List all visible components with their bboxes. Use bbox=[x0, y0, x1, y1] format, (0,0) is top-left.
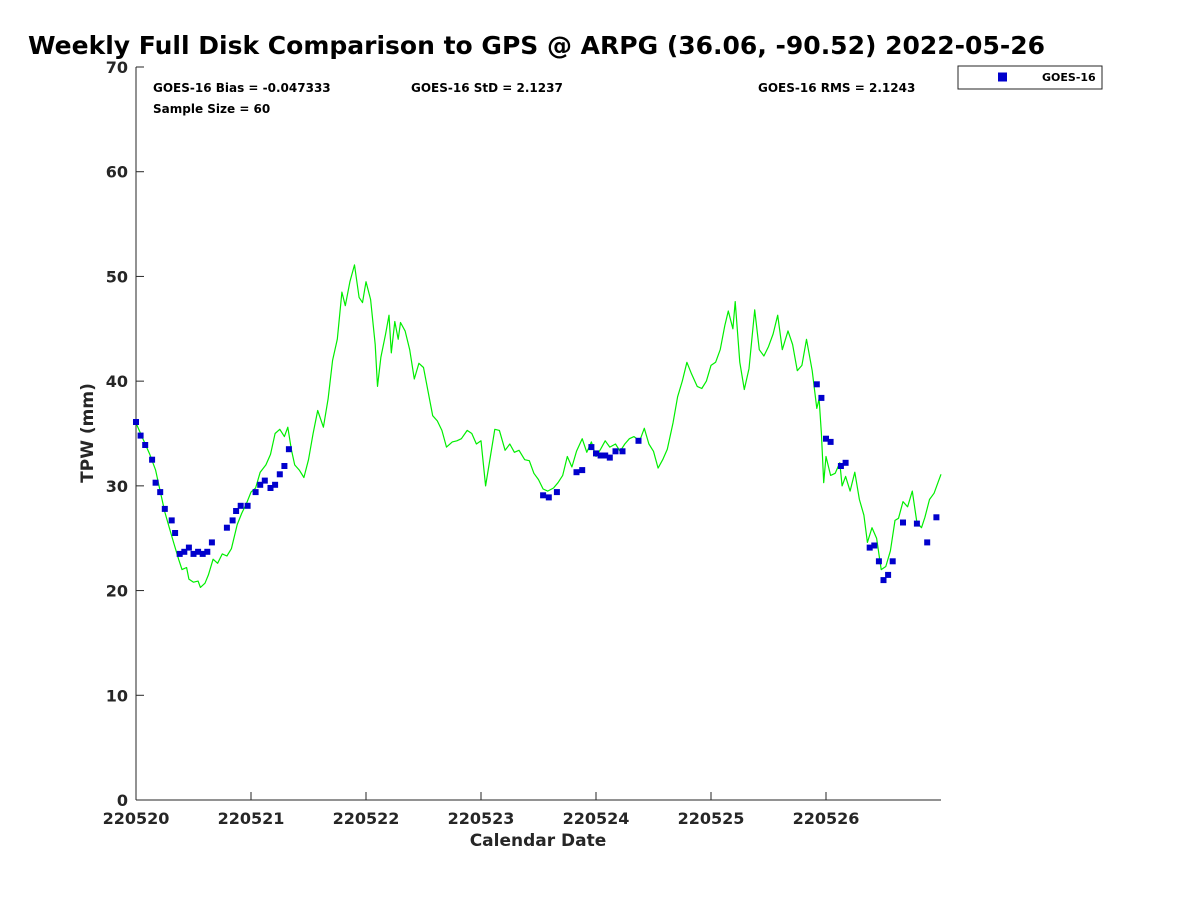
goes-16-point bbox=[579, 467, 586, 474]
goes-16-point bbox=[152, 479, 159, 486]
goes-16-point bbox=[612, 448, 619, 455]
goes-16-point bbox=[172, 530, 179, 536]
goes-16-point bbox=[252, 489, 259, 496]
goes-16-point bbox=[244, 502, 251, 509]
std-stat: GOES-16 StD = 2.1237 bbox=[411, 81, 563, 95]
y-tick-label: 60 bbox=[106, 163, 128, 182]
goes-16-point bbox=[233, 508, 240, 514]
goes-16-point bbox=[190, 550, 197, 557]
goes-16-point bbox=[272, 481, 279, 488]
goes-16-point bbox=[827, 438, 834, 445]
bias-stat: GOES-16 Bias = -0.047333 bbox=[153, 81, 331, 95]
goes-16-point bbox=[871, 542, 878, 549]
goes-16-point bbox=[813, 381, 820, 388]
goes-16-point bbox=[553, 489, 560, 496]
legend: GOES-16 bbox=[957, 65, 1103, 90]
goes-16-series bbox=[133, 381, 940, 584]
goes-16-point bbox=[185, 544, 192, 551]
goes-16-point bbox=[635, 437, 642, 444]
goes-16-point bbox=[133, 419, 139, 425]
goes-16-point bbox=[149, 456, 156, 463]
y-tick-label: 0 bbox=[117, 791, 128, 810]
goes-16-point bbox=[267, 485, 274, 491]
y-axis-ticks: 0 10 20 30 40 50 60 70 bbox=[106, 58, 144, 810]
chart-title: Weekly Full Disk Comparison to GPS @ ARP… bbox=[28, 31, 1045, 60]
x-tick-label: 220523 bbox=[448, 809, 515, 828]
goes-16-point bbox=[913, 520, 920, 527]
goes-16-point bbox=[875, 558, 882, 565]
x-tick-label: 220524 bbox=[563, 809, 630, 828]
goes-16-point bbox=[837, 463, 844, 469]
goes-16-point bbox=[137, 432, 144, 439]
goes-16-point bbox=[181, 548, 188, 555]
goes-16-point bbox=[619, 448, 626, 455]
x-tick-label: 220526 bbox=[793, 809, 860, 828]
plot-area bbox=[135, 67, 941, 801]
gps-series bbox=[135, 264, 942, 588]
goes-16-point bbox=[142, 442, 149, 448]
goes-16-point bbox=[176, 550, 183, 557]
goes-16-point bbox=[823, 435, 829, 442]
goes-16-point bbox=[229, 517, 236, 524]
goes-16-point bbox=[606, 454, 613, 461]
goes-16-point bbox=[588, 444, 595, 451]
goes-16-point bbox=[880, 577, 887, 584]
goes-16-point bbox=[285, 446, 292, 453]
x-tick-label: 220522 bbox=[333, 809, 400, 828]
goes-16-point bbox=[933, 514, 940, 521]
goes-16-point bbox=[602, 452, 609, 459]
x-tick-label: 220521 bbox=[218, 809, 285, 828]
goes-16-point bbox=[161, 505, 168, 512]
goes-16-point bbox=[885, 571, 892, 578]
goes-16-point bbox=[573, 469, 580, 476]
goes-16-point bbox=[866, 544, 873, 551]
goes-16-point bbox=[257, 481, 264, 488]
y-axis-label: TPW (mm) bbox=[78, 383, 98, 483]
goes-16-point bbox=[818, 394, 825, 401]
gps-line bbox=[135, 264, 942, 588]
goes-16-point bbox=[900, 519, 906, 526]
goes-16-point bbox=[593, 450, 599, 457]
goes-16-point bbox=[276, 471, 283, 478]
y-tick-label: 70 bbox=[106, 58, 128, 77]
goes-16-point bbox=[545, 494, 552, 501]
goes-16-point bbox=[842, 459, 849, 466]
legend-marker-goes-16 bbox=[998, 72, 1007, 82]
goes-16-point bbox=[281, 463, 288, 469]
x-axis-label: Calendar Date bbox=[470, 831, 607, 851]
goes-16-point bbox=[237, 502, 244, 509]
x-axis-ticks: 220520 220521 220522 220523 220524 220525 2205… bbox=[103, 792, 860, 828]
goes-16-point bbox=[261, 477, 268, 484]
sample-size-stat: Sample Size = 60 bbox=[153, 102, 270, 116]
goes-16-point bbox=[223, 524, 230, 531]
goes-16-point bbox=[597, 452, 604, 459]
legend-label-goes-16: GOES-16 bbox=[1042, 71, 1096, 84]
legend-box bbox=[957, 65, 1103, 90]
x-tick-label: 220525 bbox=[678, 809, 745, 828]
y-tick-label: 50 bbox=[106, 267, 128, 286]
goes-16-point bbox=[195, 548, 202, 555]
x-tick-label: 220520 bbox=[103, 809, 170, 828]
goes-16-point bbox=[199, 550, 206, 557]
goes-16-point bbox=[157, 489, 164, 496]
rms-stat: GOES-16 RMS = 2.1243 bbox=[758, 81, 915, 95]
goes-16-point bbox=[208, 539, 215, 546]
y-tick-label: 10 bbox=[106, 686, 128, 705]
goes-16-point bbox=[204, 548, 211, 555]
goes-16-point bbox=[889, 558, 896, 565]
goes-16-point bbox=[540, 492, 547, 499]
y-tick-label: 40 bbox=[106, 372, 128, 391]
goes-16-point bbox=[168, 517, 175, 524]
y-tick-label: 20 bbox=[106, 582, 128, 601]
y-tick-label: 30 bbox=[106, 477, 128, 496]
goes-16-point bbox=[924, 539, 931, 546]
